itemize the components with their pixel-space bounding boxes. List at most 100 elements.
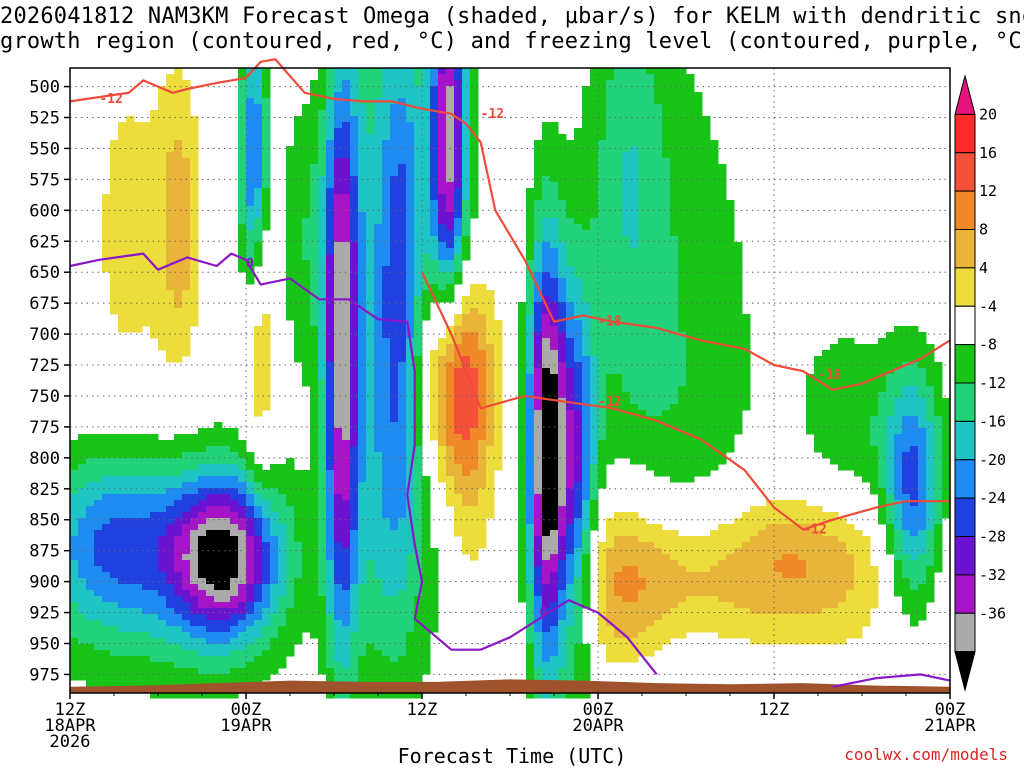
omega-cell (686, 290, 695, 297)
omega-cell (438, 404, 447, 411)
omega-cell (294, 152, 303, 159)
omega-cell (302, 314, 311, 321)
omega-cell (614, 314, 623, 321)
omega-cell (350, 506, 359, 513)
omega-cell (166, 164, 175, 171)
omega-cell (534, 488, 543, 495)
omega-cell (406, 170, 415, 177)
omega-cell (438, 338, 447, 345)
omega-cell (190, 128, 199, 135)
omega-cell (534, 338, 543, 345)
omega-cell (670, 254, 679, 261)
omega-cell (670, 194, 679, 201)
omega-cell (190, 476, 199, 483)
omega-cell (454, 224, 463, 231)
omega-cell (734, 518, 743, 525)
omega-cell (366, 416, 375, 423)
omega-cell (446, 140, 455, 147)
omega-cell (854, 434, 863, 441)
omega-cell (262, 170, 271, 177)
omega-cell (246, 476, 255, 483)
omega-cell (142, 176, 151, 183)
omega-cell (102, 236, 111, 243)
omega-cell (174, 68, 183, 75)
omega-cell (166, 350, 175, 357)
omega-cell (150, 272, 159, 279)
omega-cell (838, 350, 847, 357)
omega-cell (70, 458, 79, 465)
omega-cell (702, 206, 711, 213)
omega-cell (438, 278, 447, 285)
omega-cell (358, 380, 367, 387)
omega-cell (174, 320, 183, 327)
omega-cell (854, 452, 863, 459)
omega-cell (654, 116, 663, 123)
omega-cell (454, 434, 463, 441)
omega-cell (710, 206, 719, 213)
omega-cell (262, 158, 271, 165)
omega-cell (670, 122, 679, 129)
omega-cell (614, 206, 623, 213)
omega-cell (230, 428, 239, 435)
omega-cell (134, 446, 143, 453)
omega-cell (646, 206, 655, 213)
omega-cell (646, 458, 655, 465)
omega-cell (302, 512, 311, 519)
omega-cell (374, 146, 383, 153)
omega-cell (830, 416, 839, 423)
omega-cell (582, 338, 591, 345)
omega-cell (670, 224, 679, 231)
omega-cell (318, 416, 327, 423)
omega-cell (118, 452, 127, 459)
omega-cell (438, 206, 447, 213)
omega-cell (390, 260, 399, 267)
omega-cell (222, 458, 231, 465)
omega-cell (446, 242, 455, 249)
omega-cell (718, 236, 727, 243)
omega-cell (822, 350, 831, 357)
omega-cell (174, 140, 183, 147)
omega-cell (358, 488, 367, 495)
omega-cell (846, 452, 855, 459)
omega-cell (118, 236, 127, 243)
omega-cell (630, 344, 639, 351)
omega-cell (358, 158, 367, 165)
omega-cell (342, 236, 351, 243)
omega-cell (326, 284, 335, 291)
omega-cell (438, 422, 447, 429)
omega-cell (678, 338, 687, 345)
omega-cell (878, 446, 887, 453)
omega-cell (766, 506, 775, 513)
omega-cell (694, 164, 703, 171)
omega-cell (694, 338, 703, 345)
omega-cell (462, 68, 471, 75)
omega-cell (438, 464, 447, 471)
chart-title-line-2: growth region (contoured, red, °C) and f… (0, 29, 1024, 54)
omega-cell (558, 464, 567, 471)
omega-cell (718, 410, 727, 417)
omega-cell (686, 164, 695, 171)
omega-cell (446, 254, 455, 261)
omega-cell (342, 92, 351, 99)
omega-cell (190, 122, 199, 129)
omega-cell (470, 470, 479, 477)
omega-cell (662, 428, 671, 435)
omega-cell (606, 212, 615, 219)
omega-cell (326, 386, 335, 393)
omega-cell (342, 428, 351, 435)
omega-cell (830, 356, 839, 363)
omega-cell (526, 380, 535, 387)
omega-cell (190, 518, 199, 525)
omega-cell (670, 344, 679, 351)
omega-cell (838, 338, 847, 345)
omega-cell (566, 164, 575, 171)
omega-cell (262, 386, 271, 393)
omega-cell (902, 494, 911, 501)
omega-cell (646, 146, 655, 153)
omega-cell (342, 356, 351, 363)
omega-cell (926, 368, 935, 375)
omega-cell (142, 296, 151, 303)
omega-cell (694, 134, 703, 141)
omega-cell (710, 266, 719, 273)
omega-cell (702, 134, 711, 141)
